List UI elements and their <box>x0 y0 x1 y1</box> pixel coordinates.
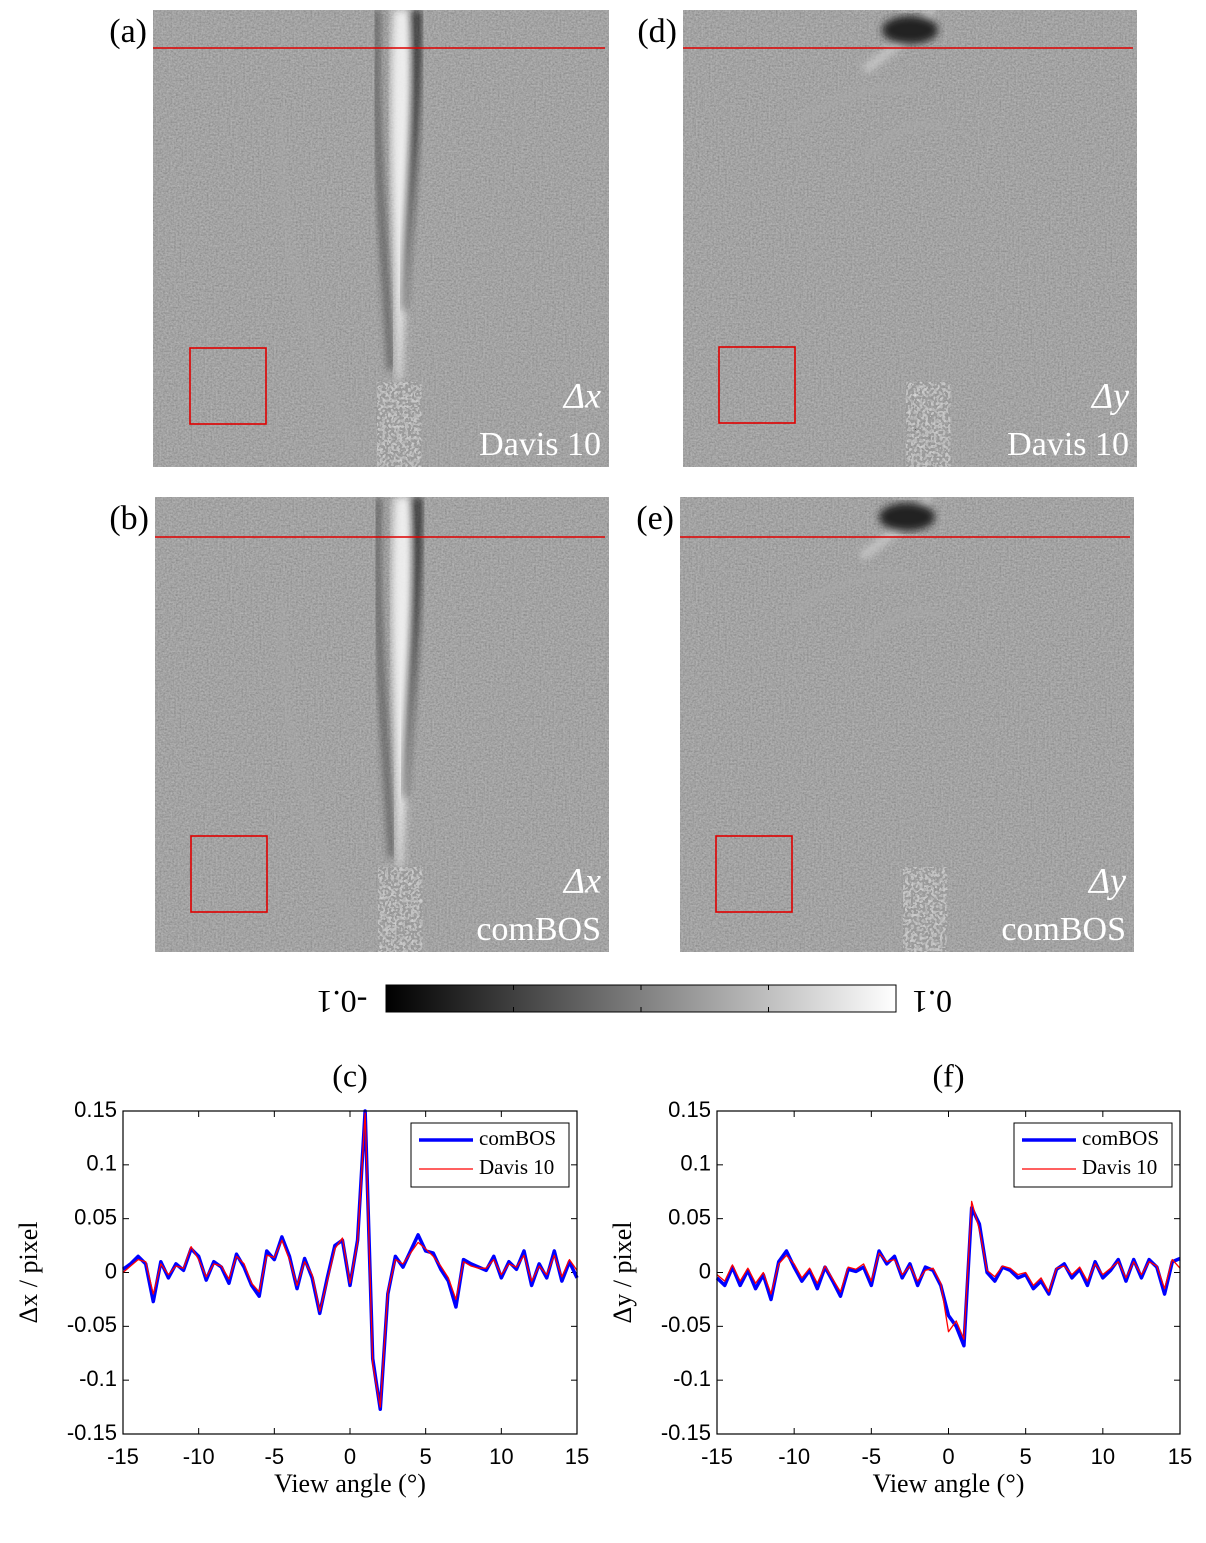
image <box>680 497 1134 952</box>
panel-component: Δy <box>1087 860 1126 900</box>
plume-bright <box>391 497 414 867</box>
y-tick-label: 0 <box>699 1258 711 1283</box>
x-tick-label: 15 <box>1168 1444 1192 1469</box>
y-tick-label: 0.15 <box>668 1097 711 1122</box>
x-tick-label: 15 <box>565 1444 589 1469</box>
y-tick-label: 0.05 <box>668 1204 711 1229</box>
panel-component: Δx <box>562 375 601 415</box>
reference-box <box>715 835 793 913</box>
image-panel: (e) Δy comBOS <box>636 497 1134 952</box>
plume-edge <box>787 573 945 649</box>
x-tick-label: -10 <box>778 1444 810 1469</box>
reference-box <box>189 347 267 425</box>
y-tick-label: -0.1 <box>673 1366 711 1391</box>
series-line <box>122 1112 578 1408</box>
plume-dark <box>879 503 935 531</box>
plume-edge <box>280 596 357 938</box>
nozzle-noise <box>377 382 422 467</box>
plume-dark <box>403 497 423 797</box>
plume-dark <box>402 10 422 310</box>
y-tick-label: 0.15 <box>74 1097 117 1122</box>
nozzle-noise <box>906 382 951 467</box>
series-line <box>716 1200 1181 1340</box>
x-tick-label: -5 <box>862 1444 882 1469</box>
panel-label: (a) <box>109 13 147 50</box>
chart-title: (f) <box>933 1057 965 1093</box>
x-tick-label: 10 <box>489 1444 513 1469</box>
image <box>155 497 609 952</box>
y-tick-label: -0.15 <box>661 1420 711 1445</box>
image-panel: (a) Δx Davis 10 <box>109 10 609 467</box>
image <box>683 10 1137 467</box>
legend-box <box>410 1122 570 1188</box>
image-panel: (b) Δx comBOS <box>109 497 609 952</box>
y-tick-label: 0.05 <box>74 1204 117 1229</box>
x-tick-label: 5 <box>420 1444 432 1469</box>
axes-box <box>716 1110 1181 1435</box>
x-tick-label: -5 <box>265 1444 285 1469</box>
legend-box <box>1013 1122 1173 1188</box>
x-tick-label: -15 <box>701 1444 733 1469</box>
reference-box <box>190 835 268 913</box>
x-tick-label: -10 <box>183 1444 215 1469</box>
y-tick-label: -0.05 <box>67 1312 117 1337</box>
colorbar-label: 0.1 <box>912 984 952 1020</box>
y-tick-label: 0.1 <box>680 1151 711 1176</box>
panel-method: Davis 10 <box>1007 426 1129 463</box>
colorbar-label: -0.1 <box>317 984 368 1020</box>
legend-label: Davis 10 <box>479 1155 554 1179</box>
plume-dark <box>882 16 938 44</box>
plume-bright <box>391 10 413 380</box>
legend-label: comBOS <box>1082 1126 1159 1150</box>
y-axis-label: Δy / pixel <box>608 1222 637 1324</box>
legend-label: Davis 10 <box>1082 1155 1157 1179</box>
x-tick-label: 5 <box>1020 1444 1032 1469</box>
y-axis-label: Δx / pixel <box>14 1222 43 1324</box>
chart-title: (c) <box>332 1057 368 1093</box>
plume-dark <box>374 497 395 858</box>
x-axis-label: View angle (°) <box>274 1469 426 1498</box>
y-tick-label: 0 <box>105 1258 117 1283</box>
plume-edge <box>790 86 948 162</box>
plume-dark <box>373 10 394 371</box>
plume-edge <box>278 109 356 451</box>
reference-box <box>718 346 796 424</box>
y-tick-label: -0.15 <box>67 1420 117 1445</box>
nozzle-noise <box>378 867 423 952</box>
panel-label: (b) <box>109 500 149 537</box>
panel-method: Davis 10 <box>479 426 601 463</box>
panel-method: comBOS <box>1001 911 1126 948</box>
series-line <box>715 1206 1181 1348</box>
x-tick-label: 0 <box>942 1444 954 1469</box>
panel-label: (e) <box>636 500 674 537</box>
y-tick-label: -0.05 <box>661 1312 711 1337</box>
panel-method: comBOS <box>476 911 601 948</box>
nozzle-noise <box>903 867 948 952</box>
y-tick-label: 0.1 <box>86 1151 117 1176</box>
y-tick-label: -0.1 <box>79 1366 117 1391</box>
panel-label: (d) <box>637 13 677 50</box>
x-axis-label: View angle (°) <box>873 1469 1025 1498</box>
x-tick-label: 0 <box>344 1444 356 1469</box>
panel-component: Δx <box>562 860 601 900</box>
image-panel: (d) Δy Davis 10 <box>637 10 1137 467</box>
x-tick-label: 10 <box>1091 1444 1115 1469</box>
panel-component: Δy <box>1090 375 1129 415</box>
legend-label: comBOS <box>479 1126 556 1150</box>
x-tick-label: -15 <box>107 1444 139 1469</box>
axes-box <box>122 1110 578 1435</box>
series-line <box>121 1109 579 1411</box>
image <box>153 10 609 467</box>
